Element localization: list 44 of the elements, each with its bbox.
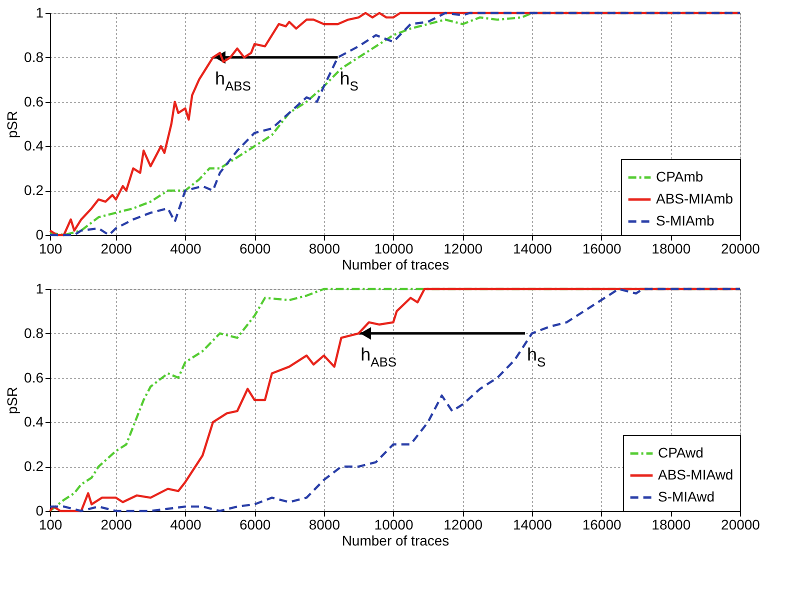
x-tick-label: 16000 [582,240,622,256]
y-axis-title: pSR [4,386,20,414]
y-tick-label: 0.6 [24,369,44,386]
y-tick-label: 1 [36,4,44,20]
x-tick-label: 14000 [512,516,552,532]
x-tick-label: 16000 [582,516,622,532]
y-tick-label: 0.6 [24,93,44,110]
x-tick-label: 12000 [444,516,483,532]
x-tick-label: 2000 [100,516,132,532]
legend-label: S-MIAmb [656,212,715,228]
x-tick-label: 10000 [374,240,414,256]
x-tick-label: 20000 [721,516,760,532]
y-tick-label: 0.4 [24,414,44,430]
x-tick-label: 6000 [239,240,271,256]
x-axis-title: Number of traces [342,532,450,548]
x-tick-label: 18000 [652,516,691,532]
legend-label: CPAmb [656,168,704,184]
y-tick-label: 0.8 [24,324,44,341]
x-tick-label: 8000 [308,516,340,532]
x-tick-label: 2000 [100,240,132,256]
y-tick-label: 0.2 [24,182,44,198]
x-tick-label: 100 [38,240,62,256]
x-tick-label: 8000 [308,240,340,256]
x-tick-label: 10000 [374,516,414,532]
x-tick-label: 18000 [652,240,691,256]
x-axis-title: Number of traces [342,256,450,272]
y-tick-label: 0 [36,502,44,518]
legend-label: CPAwd [658,444,704,460]
x-tick-label: 6000 [239,516,271,532]
y-tick-label: 1 [36,280,44,296]
x-tick-label: 100 [38,516,62,532]
legend-label: ABS-MIAmb [656,190,734,206]
y-tick-label: 0 [36,226,44,242]
x-tick-label: 12000 [444,240,483,256]
x-tick-label: 14000 [512,240,552,256]
x-tick-label: 4000 [170,240,202,256]
y-tick-label: 0.4 [24,138,44,154]
legend-label: S-MIAwd [658,488,715,504]
y-tick-label: 0.2 [24,458,44,474]
y-axis-title: pSR [4,110,20,138]
x-tick-label: 20000 [721,240,760,256]
x-tick-label: 4000 [170,516,202,532]
y-tick-label: 0.8 [24,48,44,65]
legend-label: ABS-MIAwd [658,466,734,482]
